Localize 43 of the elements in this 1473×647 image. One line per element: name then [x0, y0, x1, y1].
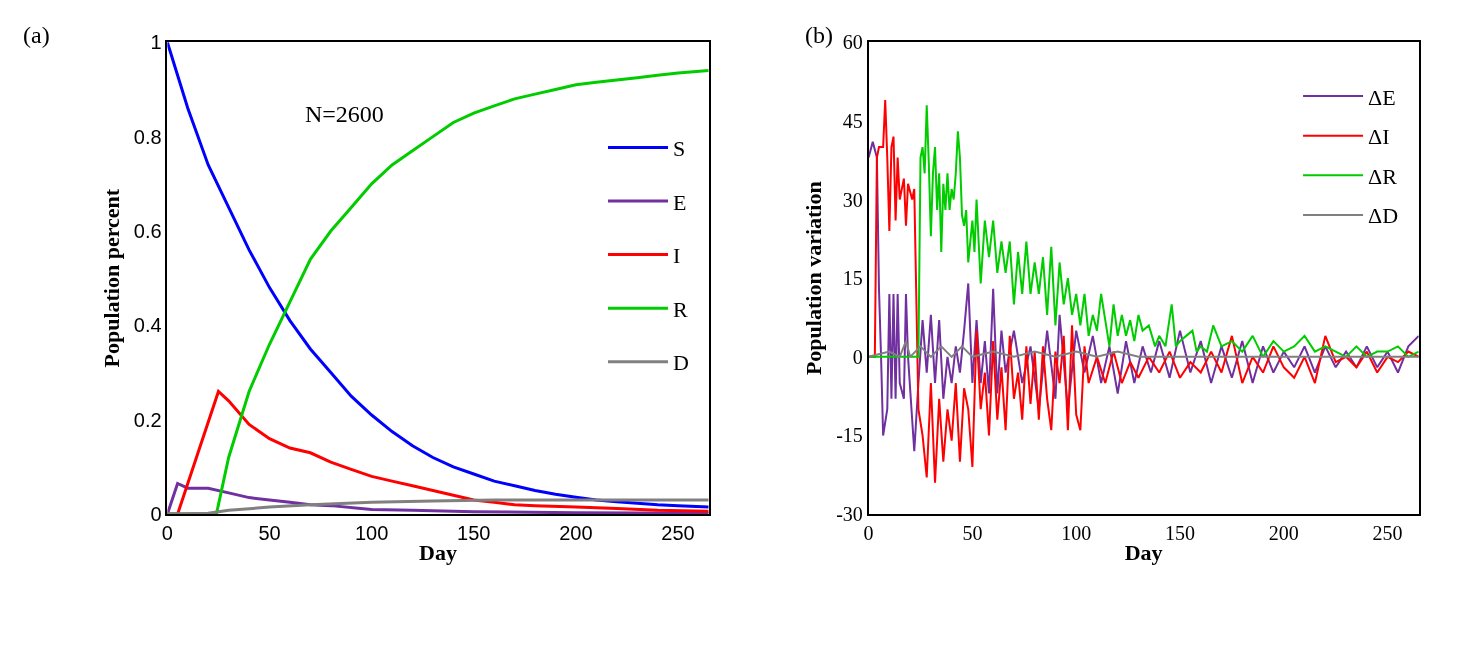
- x-tick-label: 150: [1164, 521, 1195, 544]
- legend-label: ΔD: [1368, 203, 1399, 229]
- x-tick-label: 250: [661, 521, 695, 544]
- legend-label: D: [673, 350, 689, 376]
- y-tick-label: 0.8: [133, 125, 162, 148]
- line-series: [167, 481, 709, 515]
- x-axis-title: Day: [1124, 540, 1163, 566]
- x-tick-label: 50: [258, 521, 281, 544]
- x-tick-label: 100: [1061, 521, 1092, 544]
- x-tick-label: 150: [457, 521, 491, 544]
- y-tick-label: 45: [842, 109, 863, 132]
- chart-title: (b): [805, 22, 833, 48]
- legend-label: ΔI: [1368, 124, 1390, 150]
- y-tick-label: -30: [836, 503, 863, 526]
- legend-label: ΔE: [1368, 84, 1396, 110]
- legend-label: R: [673, 296, 689, 322]
- y-tick-label: 0: [150, 503, 162, 526]
- x-tick-label: 250: [1372, 521, 1403, 544]
- x-tick-label: 50: [962, 521, 983, 544]
- legend-label: S: [673, 135, 686, 161]
- x-tick-label: 200: [559, 521, 593, 544]
- y-tick-label: 0: [852, 345, 863, 368]
- y-axis-title: Population percent: [99, 188, 125, 368]
- legend-label: E: [673, 189, 687, 215]
- legend-label: I: [673, 243, 681, 269]
- y-tick-label: 30: [842, 188, 863, 211]
- x-tick-label: 200: [1268, 521, 1299, 544]
- y-axis-title: Population variation: [801, 181, 827, 376]
- y-tick-label: 15: [842, 267, 863, 290]
- y-tick-label: 60: [842, 31, 863, 54]
- y-tick-label: 0.4: [133, 314, 162, 337]
- y-tick-label: 0.2: [133, 408, 162, 431]
- legend-label: ΔR: [1368, 163, 1398, 189]
- x-axis-title: Day: [419, 540, 457, 566]
- y-tick-label: 1: [150, 31, 162, 54]
- annotation: N=2600: [305, 101, 384, 127]
- line-series: [868, 104, 1419, 358]
- chart-title: (a): [23, 22, 50, 48]
- x-tick-label: 100: [354, 521, 389, 544]
- y-tick-label: 0.6: [133, 220, 162, 242]
- line-series: [868, 340, 1419, 358]
- y-tick-label: -15: [836, 424, 863, 447]
- line-series: [167, 498, 709, 515]
